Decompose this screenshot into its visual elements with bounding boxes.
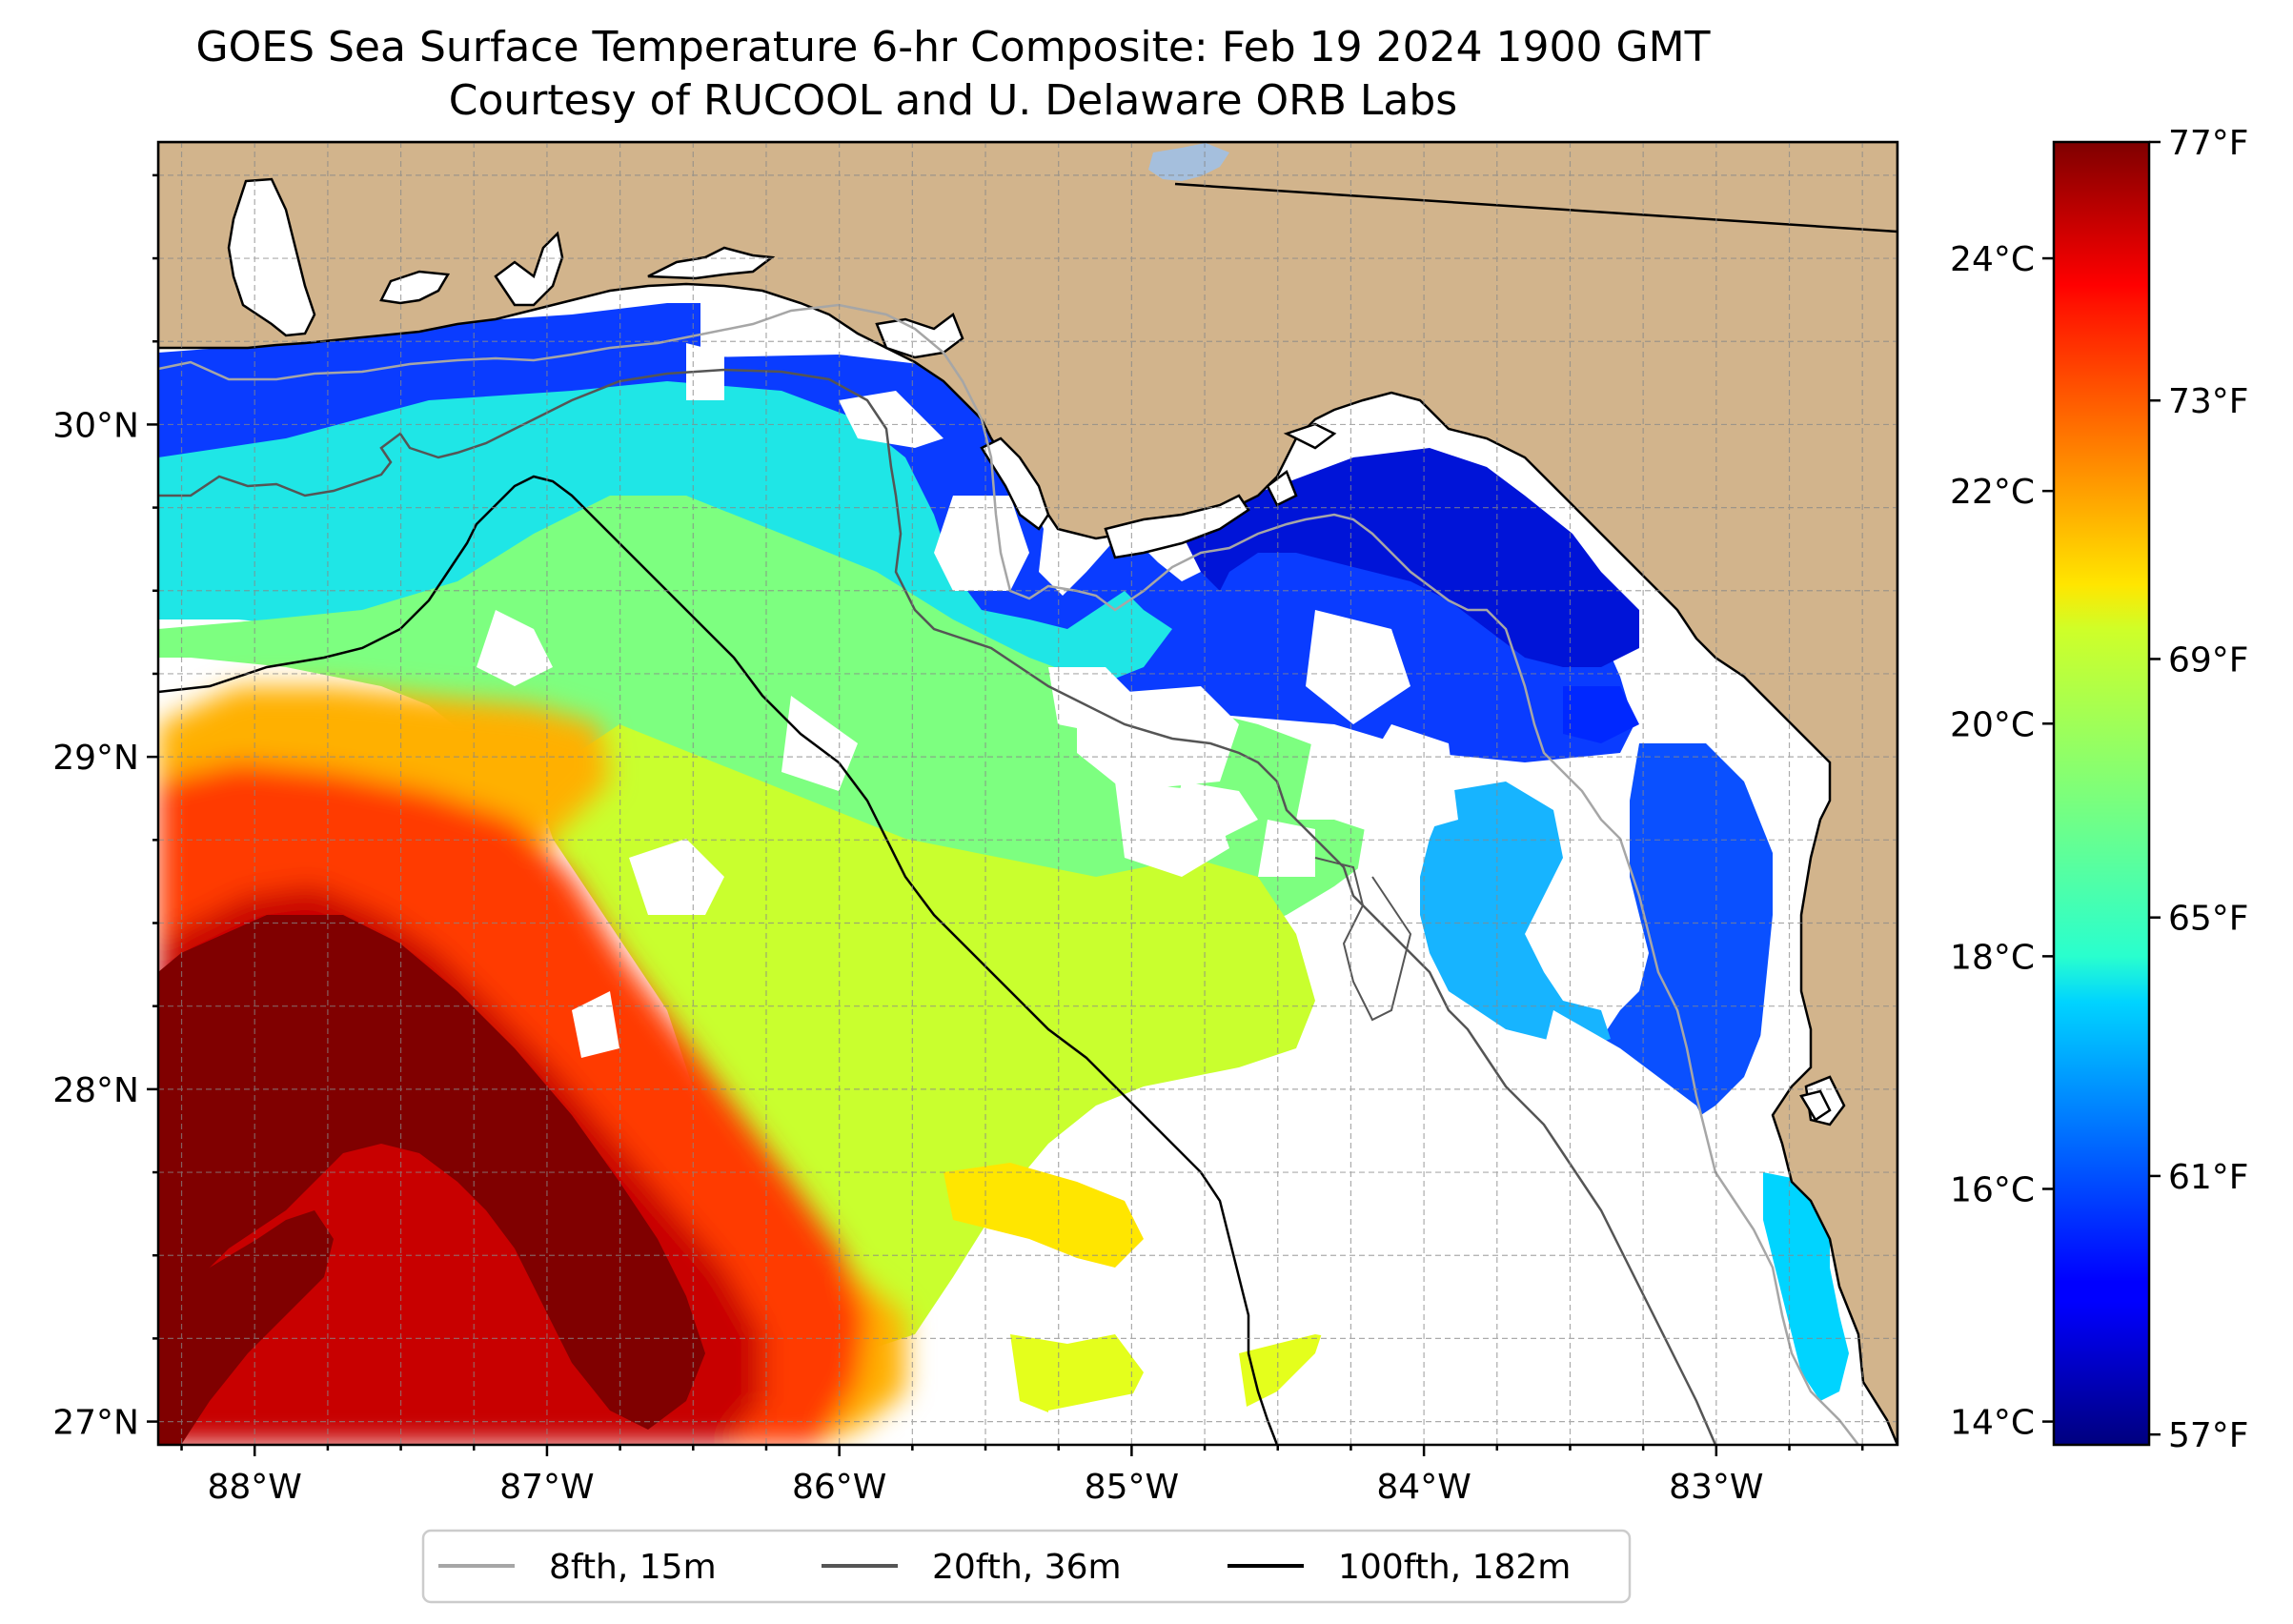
lon-tick-label: 88°W [208, 1468, 302, 1507]
sst-green-zone [158, 496, 1382, 963]
sst-cold-patch [1563, 686, 1639, 743]
colorbar-fahrenheit-label: 77°F [2168, 124, 2249, 163]
legend-box [421, 1529, 1632, 1604]
colorbar-celsius-label: 22°C [1950, 473, 2035, 512]
lat-tick-label: 27°N [52, 1404, 139, 1443]
colorbar-celsius-label: 16°C [1950, 1170, 2035, 1209]
lon-axis-labels: 88°W 87°W 86°W 85°W 84°W 83°W [208, 1468, 1764, 1507]
axis-ticks [147, 173, 1864, 1456]
inland-lake [1148, 143, 1229, 181]
colorbar-fahrenheit-label: 73°F [2168, 382, 2249, 421]
sst-yellow-patch [944, 1163, 1144, 1268]
isobath-legend: 8fth, 15m 20fth, 36m 100fth, 182m [421, 1529, 1632, 1604]
map-frame [156, 140, 1899, 1447]
sst-darkest-patch [158, 1210, 334, 1445]
map-area [158, 142, 1897, 1445]
inland-bays [227, 177, 1846, 1127]
isobaths [158, 303, 1859, 1445]
lat-tick-label: 29°N [52, 739, 139, 778]
legend-label: 8fth, 15m [549, 1548, 717, 1587]
colorbar [2052, 140, 2151, 1447]
isobath-20fth [158, 368, 1717, 1445]
lon-tick-label: 83°W [1669, 1468, 1763, 1507]
land-mass [158, 142, 1897, 1445]
sst-blue-patch [1601, 743, 1792, 1125]
colorbar-fahrenheit-label: 69°F [2168, 640, 2249, 680]
lon-tick-label: 84°W [1376, 1468, 1471, 1507]
state-boundary-line [1174, 182, 1897, 233]
isobath-20fth-coastal-detail [1314, 857, 1412, 1022]
lat-tick-label: 30°N [52, 406, 139, 445]
colorbar-celsius-label: 14°C [1950, 1404, 2035, 1443]
lon-tick-label: 85°W [1085, 1468, 1179, 1507]
colorbar-fahrenheit-ticks: 57°F 61°F 65°F 69°F 73°F 77°F [2168, 124, 2249, 1455]
sst-darkest-zone [158, 915, 705, 1430]
colorbar-celsius-ticks: 14°C 16°C 18°C 20°C 22°C 24°C [1950, 240, 2035, 1443]
colorbar-celsius-label: 18°C [1950, 938, 2035, 977]
sst-cold-pocket [1182, 448, 1639, 667]
colorbar-fahrenheit-label: 61°F [2168, 1158, 2249, 1197]
lon-tick-label: 86°W [792, 1468, 886, 1507]
lat-axis-labels: 27°N 28°N 29°N 30°N [52, 406, 139, 1442]
gridlines [158, 142, 1897, 1445]
map-title: GOES Sea Surface Temperature 6-hr Compos… [195, 23, 1711, 71]
colorbar-fahrenheit-label: 57°F [2168, 1416, 2249, 1455]
lat-tick-label: 28°N [52, 1071, 139, 1110]
legend-label: 100fth, 182m [1338, 1548, 1571, 1587]
colorbar-celsius-label: 24°C [1950, 240, 2035, 279]
isobath-8fth [158, 303, 1859, 1445]
isobath-100fth [158, 475, 1279, 1445]
colorbar-fahrenheit-label: 65°F [2168, 900, 2249, 939]
sst-lightblue-patch [1420, 782, 1611, 1048]
sst-field [158, 303, 1849, 1445]
lon-tick-label: 87°W [499, 1468, 594, 1507]
colorbar-celsius-label: 20°C [1950, 705, 2035, 744]
legend-label: 20fth, 36m [932, 1548, 1122, 1587]
map-subtitle: Courtesy of RUCOOL and U. Delaware ORB L… [448, 76, 1458, 125]
